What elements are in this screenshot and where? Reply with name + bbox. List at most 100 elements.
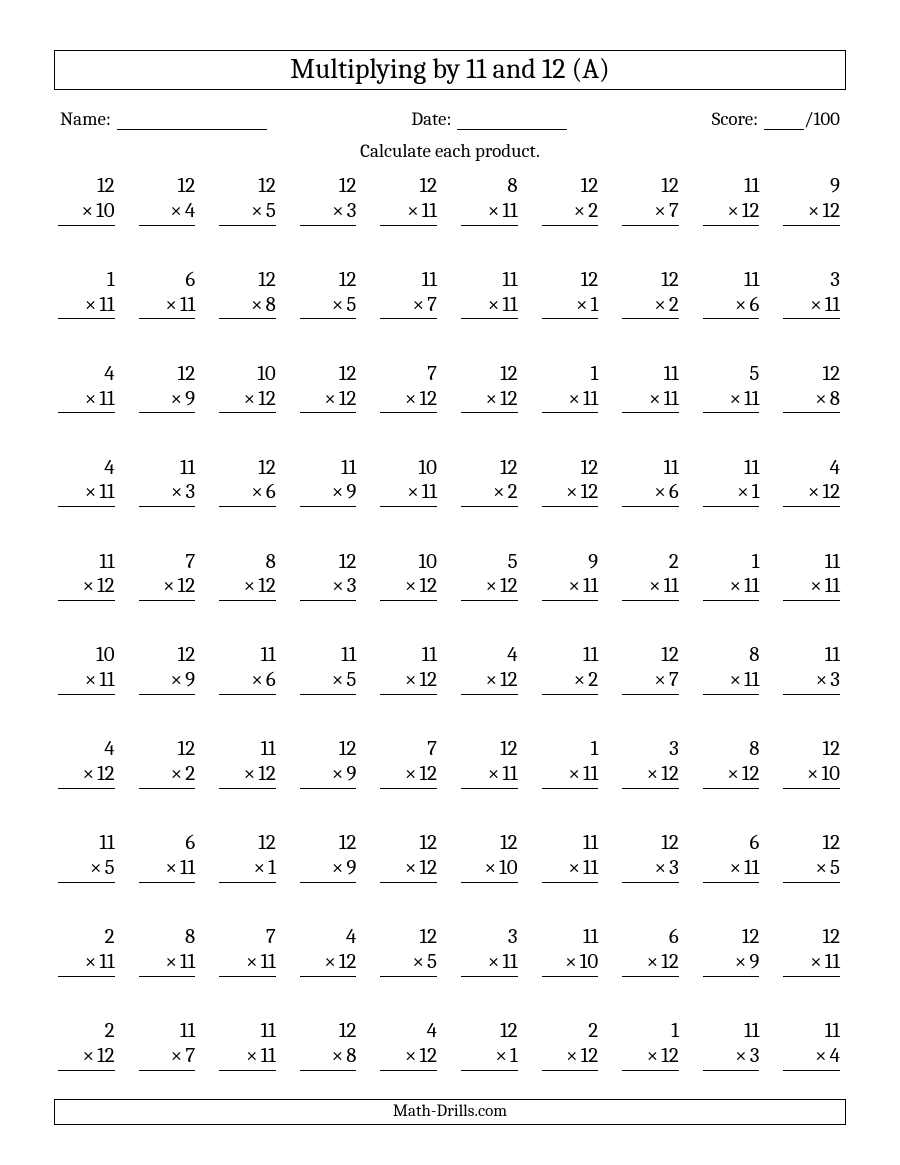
multiplier: 11: [825, 293, 840, 317]
times-operator: ×: [82, 1044, 94, 1068]
multiplier-row: ×11: [380, 199, 437, 226]
multiplicand: 8: [219, 550, 276, 575]
multiplier-row: ×12: [703, 199, 760, 226]
times-operator: ×: [405, 856, 417, 880]
multiplicand: 8: [703, 737, 760, 762]
multiplier: 12: [581, 1044, 599, 1068]
times-operator: ×: [412, 950, 424, 974]
multiplier: 12: [97, 1044, 115, 1068]
multiplicand: 12: [300, 268, 357, 293]
multiplier-row: ×11: [783, 950, 840, 977]
multiplicand: 1: [622, 1019, 679, 1044]
multiplier-row: ×7: [622, 199, 679, 226]
multiplication-problem: 5×11: [703, 362, 762, 418]
multiplier: 11: [664, 574, 679, 598]
times-operator: ×: [808, 199, 820, 223]
times-operator: ×: [165, 950, 177, 974]
multiplier: 3: [830, 668, 840, 692]
multiplication-problem: 12×9: [300, 737, 359, 793]
score-blank[interactable]: [764, 112, 804, 130]
times-operator: ×: [574, 199, 586, 223]
multiplier: 11: [99, 950, 114, 974]
multiplicand: 6: [703, 831, 760, 856]
multiplicand: 12: [219, 831, 276, 856]
multiplication-problem: 12×8: [219, 268, 278, 324]
multiplier-row: ×11: [542, 856, 599, 883]
multiplicand: 11: [703, 1019, 760, 1044]
multiplier: 2: [508, 480, 518, 504]
multiplier-row: ×11: [139, 950, 196, 977]
times-operator: ×: [332, 762, 344, 786]
multiplier-row: ×12: [622, 950, 679, 977]
multiplier: 3: [750, 1044, 760, 1068]
multiplication-problem: 12×12: [300, 362, 359, 418]
multiplication-problem: 12×2: [622, 268, 681, 324]
multiplication-problem: 11×5: [300, 643, 359, 699]
times-operator: ×: [251, 199, 263, 223]
multiplication-problem: 4×12: [300, 925, 359, 981]
times-operator: ×: [727, 762, 739, 786]
times-operator: ×: [81, 199, 93, 223]
times-operator: ×: [324, 387, 336, 411]
multiplier: 5: [830, 856, 840, 880]
multiplier-row: ×3: [139, 480, 196, 507]
date-blank[interactable]: [457, 112, 567, 130]
multiplication-problem: 8×11: [139, 925, 198, 981]
multiplier-row: ×11: [461, 762, 518, 789]
multiplication-problem: 7×12: [380, 362, 439, 418]
multiplier-row: ×2: [542, 199, 599, 226]
multiplier: 4: [185, 199, 195, 223]
multiplication-problem: 1×11: [542, 737, 601, 793]
multiplier: 10: [580, 950, 598, 974]
multiplier: 12: [742, 199, 760, 223]
multiplier-row: ×12: [380, 387, 437, 414]
multiplication-problem: 6×12: [622, 925, 681, 981]
multiplication-problem: 12×8: [783, 362, 842, 418]
multiplier: 9: [346, 762, 356, 786]
multiplication-problem: 12×11: [380, 174, 439, 230]
times-operator: ×: [485, 387, 497, 411]
multiplication-problem: 12×1: [542, 268, 601, 324]
multiplier: 5: [346, 668, 356, 692]
times-operator: ×: [332, 199, 344, 223]
times-operator: ×: [495, 1044, 507, 1068]
multiplicand: 9: [542, 550, 599, 575]
multiplicand: 12: [461, 831, 518, 856]
multiplication-problem: 4×12: [380, 1019, 439, 1075]
multiplier-row: ×11: [703, 668, 760, 695]
name-blank[interactable]: [117, 112, 267, 130]
multiplicand: 12: [542, 268, 599, 293]
multiplier: 8: [266, 293, 276, 317]
times-operator: ×: [730, 668, 742, 692]
multiplicand: 12: [783, 362, 840, 387]
multiplier-row: ×2: [461, 480, 518, 507]
times-operator: ×: [251, 293, 263, 317]
multiplication-problem: 11×12: [219, 737, 278, 793]
multiplier-row: ×11: [219, 1044, 276, 1071]
multiplier: 7: [669, 199, 679, 223]
times-operator: ×: [407, 199, 419, 223]
multiplication-problem: 10×11: [380, 456, 439, 512]
multiplier-row: ×9: [703, 950, 760, 977]
times-operator: ×: [171, 480, 183, 504]
multiplier: 11: [99, 293, 114, 317]
times-operator: ×: [568, 856, 580, 880]
multiplier: 7: [185, 1044, 195, 1068]
multiplier: 11: [744, 856, 759, 880]
multiplication-problem: 12×11: [461, 737, 520, 793]
multiplier-row: ×6: [219, 668, 276, 695]
multiplicand: 10: [380, 550, 437, 575]
multiplier-row: ×10: [542, 950, 599, 977]
multiplier: 12: [258, 574, 276, 598]
multiplication-problem: 9×11: [542, 550, 601, 606]
multiplication-problem: 1×11: [542, 362, 601, 418]
multiplicand: 5: [703, 362, 760, 387]
multiplier-row: ×12: [219, 387, 276, 414]
times-operator: ×: [654, 480, 666, 504]
times-operator: ×: [649, 574, 661, 598]
multiplier: 12: [419, 762, 437, 786]
multiplier-row: ×11: [703, 574, 760, 601]
multiplicand: 11: [622, 456, 679, 481]
multiplication-problem: 1×12: [622, 1019, 681, 1075]
multiplication-problem: 1×11: [58, 268, 117, 324]
